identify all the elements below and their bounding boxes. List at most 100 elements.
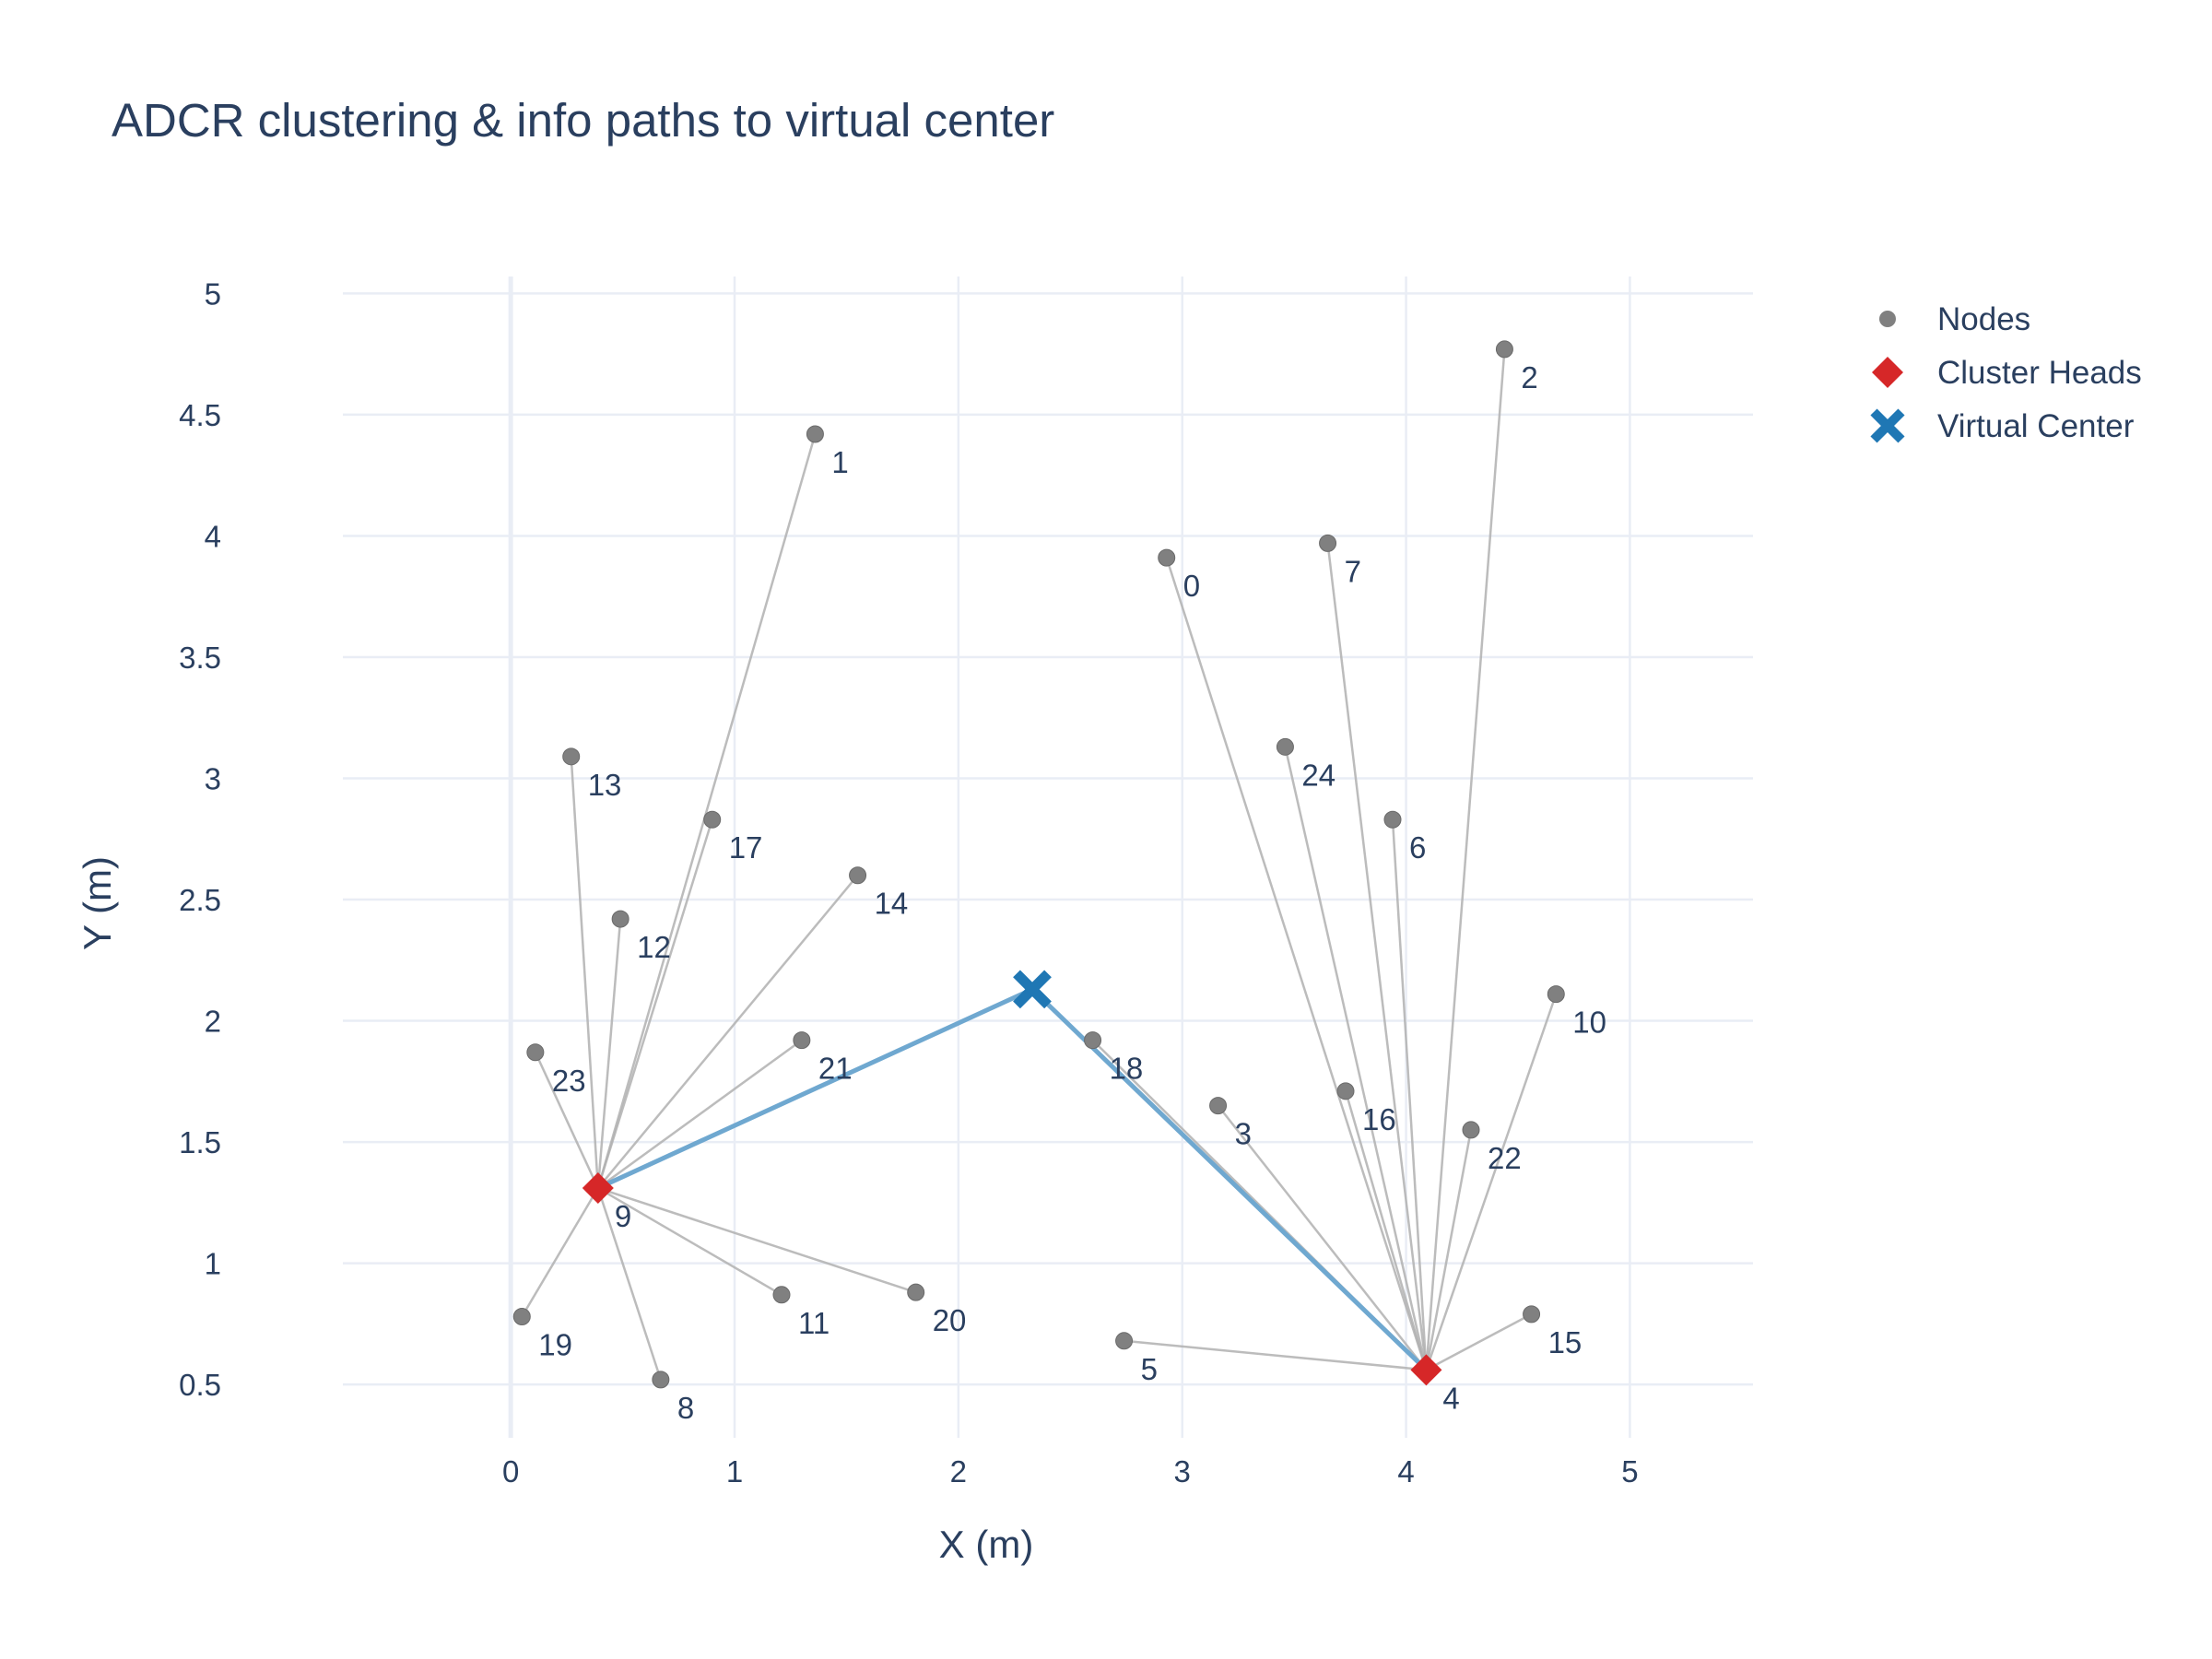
member-link <box>1326 543 1428 1371</box>
y-tick-label: 3.5 <box>179 641 221 675</box>
node-marker <box>907 1283 925 1301</box>
node-marker <box>1158 548 1176 567</box>
node-label: 13 <box>588 768 622 802</box>
member-link <box>1284 747 1428 1371</box>
legend-label: Virtual Center <box>1937 408 2135 444</box>
node-label: 2 <box>1521 360 1537 394</box>
member-link <box>596 918 622 1189</box>
node-label: 0 <box>1183 569 1200 603</box>
node-label: 20 <box>933 1303 967 1337</box>
node-marker <box>512 1307 531 1325</box>
node-markers <box>512 340 1565 1389</box>
node-label: 23 <box>552 1064 586 1098</box>
member-link <box>534 1052 599 1189</box>
node-label: 11 <box>798 1306 830 1340</box>
member-link <box>597 1186 782 1296</box>
y-tick-labels: 0.5 1 1.5 2 2.5 3 3.5 4 4.5 5 <box>179 276 221 1402</box>
member-link <box>521 1187 599 1318</box>
x-tick-label: 2 <box>950 1454 967 1488</box>
node-label: 4 <box>1442 1381 1459 1415</box>
y-tick-label: 0.5 <box>179 1368 221 1402</box>
node-label: 14 <box>875 887 909 921</box>
node-marker <box>1319 534 1337 552</box>
legend-label: Nodes <box>1937 301 2030 337</box>
legend: Nodes Cluster Heads Virtual Center <box>1870 301 2142 444</box>
node-label: 21 <box>818 1052 853 1086</box>
y-tick-label: 3 <box>205 762 221 796</box>
virtual-center-paths <box>596 987 1429 1372</box>
node-marker <box>806 425 824 443</box>
member-link <box>596 874 859 1189</box>
member-link <box>1217 1104 1428 1371</box>
node-label: 3 <box>1235 1117 1252 1151</box>
node-marker <box>1336 1082 1355 1100</box>
y-tick-label: 2.5 <box>179 883 221 917</box>
node-label: 8 <box>677 1391 694 1425</box>
member-link <box>1124 1339 1427 1371</box>
x-tick-label: 5 <box>1621 1454 1638 1488</box>
node-label: 1 <box>831 445 848 479</box>
node-marker <box>1523 1305 1541 1324</box>
node-marker <box>1209 1097 1228 1115</box>
member-link <box>596 818 713 1189</box>
node-marker <box>1276 737 1294 756</box>
x-tick-label: 3 <box>1174 1454 1191 1488</box>
y-axis-title: Y (m) <box>76 856 119 950</box>
member-link <box>1344 1090 1428 1371</box>
member-link <box>597 1039 803 1190</box>
virtual-center-marker-group <box>1013 970 1052 1009</box>
y-tick-label: 5 <box>205 276 221 311</box>
node-marker <box>772 1286 791 1304</box>
member-link <box>596 1187 663 1381</box>
member-link <box>597 1186 917 1294</box>
x-tick-label: 1 <box>726 1454 743 1488</box>
x-tick-labels: 0 1 2 3 4 5 <box>502 1454 1639 1488</box>
node-marker <box>793 1031 811 1050</box>
member-link <box>1165 557 1428 1371</box>
node-label: 22 <box>1488 1141 1522 1175</box>
node-label: 17 <box>729 830 763 865</box>
node-marker <box>1495 340 1513 359</box>
node-marker <box>1547 985 1565 1004</box>
node-label: 19 <box>538 1327 572 1361</box>
node-marker <box>1383 810 1402 829</box>
y-tick-label: 1 <box>205 1247 221 1281</box>
node-label: 12 <box>637 930 671 964</box>
member-link <box>596 433 817 1189</box>
y-tick-label: 1.5 <box>179 1125 221 1159</box>
node-marker <box>1084 1031 1102 1050</box>
node-marker <box>652 1371 670 1389</box>
cluster-head-marker <box>582 1172 614 1205</box>
node-label: 16 <box>1362 1102 1396 1136</box>
member-link <box>1425 348 1506 1371</box>
node-marker <box>562 747 581 766</box>
legend-node-swatch <box>1879 311 1896 327</box>
head-to-center-path <box>596 987 1034 1191</box>
member-link <box>570 756 600 1189</box>
node-marker <box>611 910 629 928</box>
x-tick-label: 4 <box>1397 1454 1414 1488</box>
node-label: 24 <box>1301 758 1335 792</box>
member-links <box>521 348 1558 1381</box>
chart-title: ADCR clustering & info paths to virtual … <box>112 94 1054 147</box>
node-label: 6 <box>1409 830 1426 865</box>
member-link <box>1425 1129 1473 1371</box>
member-link <box>1391 819 1428 1371</box>
node-label: 10 <box>1572 1006 1606 1040</box>
node-marker <box>526 1043 545 1062</box>
cluster-head-marker <box>1410 1354 1442 1386</box>
x-axis-title: X (m) <box>939 1523 1034 1566</box>
y-tick-label: 2 <box>205 1005 221 1039</box>
member-link <box>1425 994 1558 1371</box>
legend-label: Cluster Heads <box>1937 355 2142 391</box>
head-to-center-path <box>1030 987 1429 1372</box>
node-marker <box>1115 1332 1134 1350</box>
node-label: 5 <box>1141 1352 1158 1386</box>
node-marker <box>849 866 867 885</box>
x-tick-label: 0 <box>502 1454 519 1488</box>
legend-cluster-head-swatch <box>1872 357 1903 388</box>
grid-lines <box>343 276 1753 1438</box>
